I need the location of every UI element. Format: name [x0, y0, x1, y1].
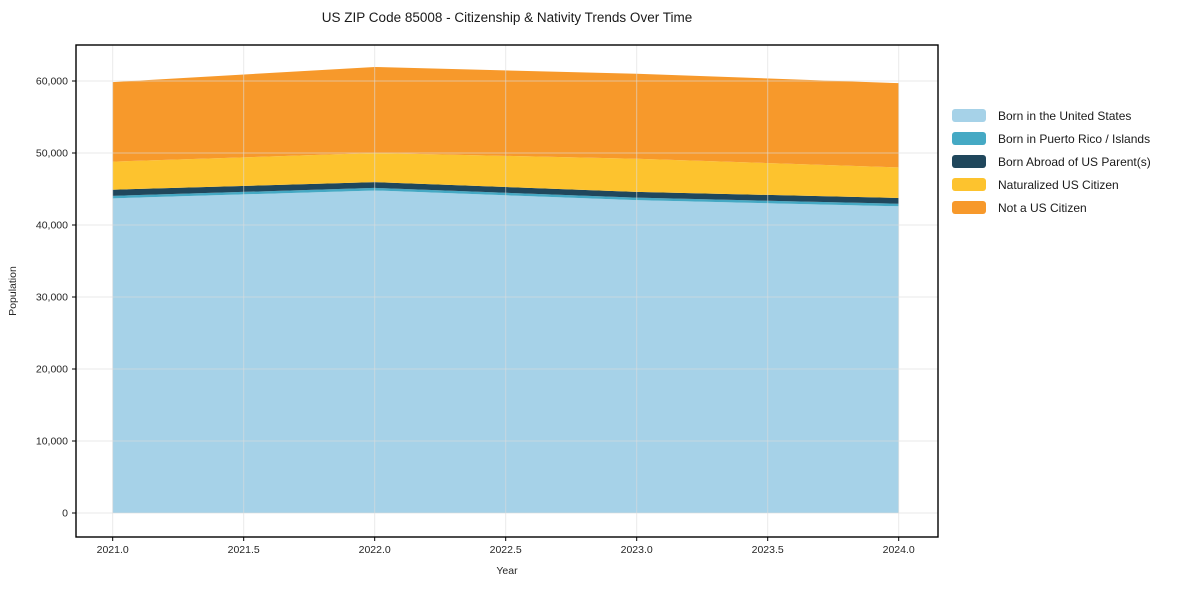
x-axis-label: Year: [496, 565, 518, 577]
legend-label: Born in the United States: [998, 108, 1132, 123]
x-tick-label: 2021.0: [97, 544, 129, 556]
legend-label: Born in Puerto Rico / Islands: [998, 131, 1151, 146]
legend-item: Naturalized US Citizen: [952, 173, 1151, 196]
y-tick-label: 0: [62, 508, 68, 520]
legend-swatch: [952, 178, 986, 191]
legend-label: Not a US Citizen: [998, 200, 1087, 215]
y-tick-label: 10,000: [36, 436, 68, 448]
x-tick-label: 2023.0: [621, 544, 653, 556]
area-series-1: [112, 187, 899, 207]
y-tick-label: 50,000: [36, 148, 68, 160]
chart-title: US ZIP Code 85008 - Citizenship & Nativi…: [321, 10, 693, 25]
area-series-2: [112, 182, 899, 204]
legend-item: Born in the United States: [952, 104, 1151, 127]
legend-item: Not a US Citizen: [952, 196, 1151, 219]
plot-border: [75, 44, 939, 538]
x-tick-label: 2021.5: [228, 544, 260, 556]
legend-item: Born Abroad of US Parent(s): [952, 150, 1151, 173]
legend-label: Born Abroad of US Parent(s): [998, 154, 1151, 169]
y-tick-label: 40,000: [36, 220, 68, 232]
y-tick-label: 60,000: [36, 76, 68, 88]
legend-swatch: [952, 109, 986, 122]
legend-swatch: [952, 132, 986, 145]
x-tick-label: 2022.0: [359, 544, 391, 556]
legend-item: Born in Puerto Rico / Islands: [952, 127, 1151, 150]
legend: Born in the United States Born in Puerto …: [952, 104, 1151, 219]
x-tick-label: 2023.5: [752, 544, 784, 556]
y-tick-label: 30,000: [36, 292, 68, 304]
x-tick-label: 2024.0: [883, 544, 915, 556]
legend-swatch: [952, 155, 986, 168]
x-tick-label: 2022.5: [490, 544, 522, 556]
y-tick-label: 20,000: [36, 364, 68, 376]
legend-label: Naturalized US Citizen: [998, 177, 1119, 192]
legend-swatch: [952, 201, 986, 214]
